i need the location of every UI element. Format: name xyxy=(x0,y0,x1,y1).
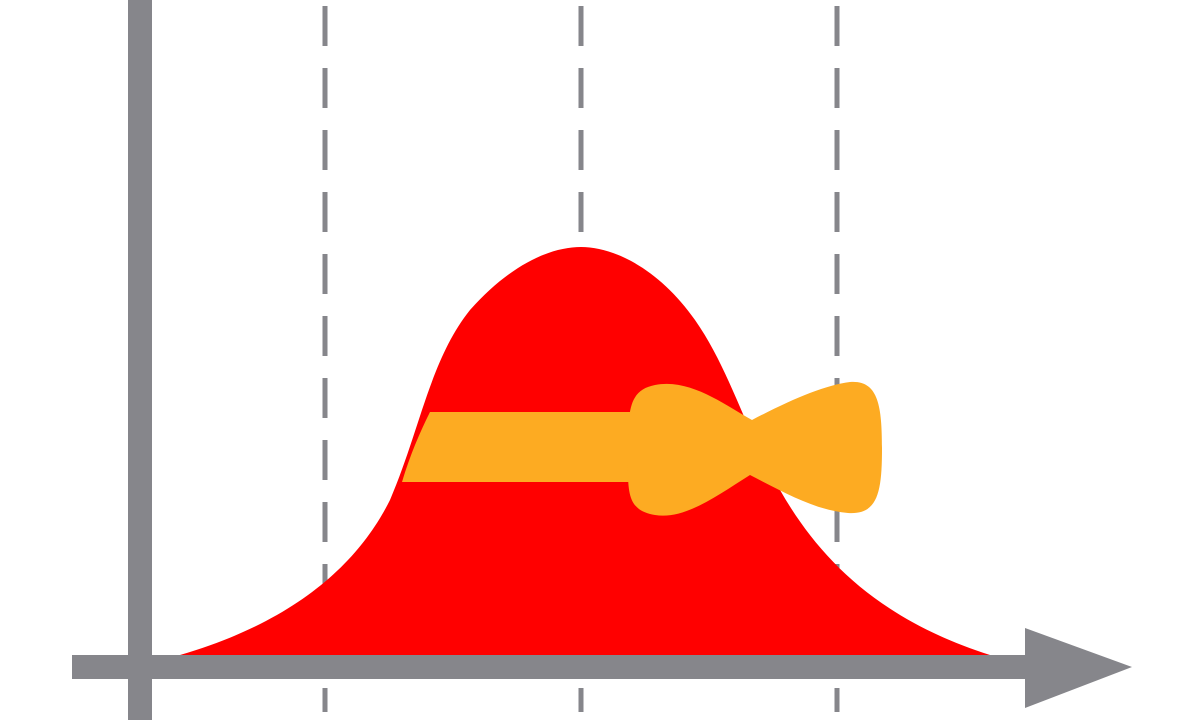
hat-ribbon-band xyxy=(402,412,650,482)
vertical-axis-icon xyxy=(128,0,152,720)
hat-ribbon-bow-icon xyxy=(627,381,882,516)
horizontal-axis-line xyxy=(72,655,1032,679)
horizontal-axis-arrow-icon xyxy=(1025,628,1132,708)
axes xyxy=(72,0,1132,720)
